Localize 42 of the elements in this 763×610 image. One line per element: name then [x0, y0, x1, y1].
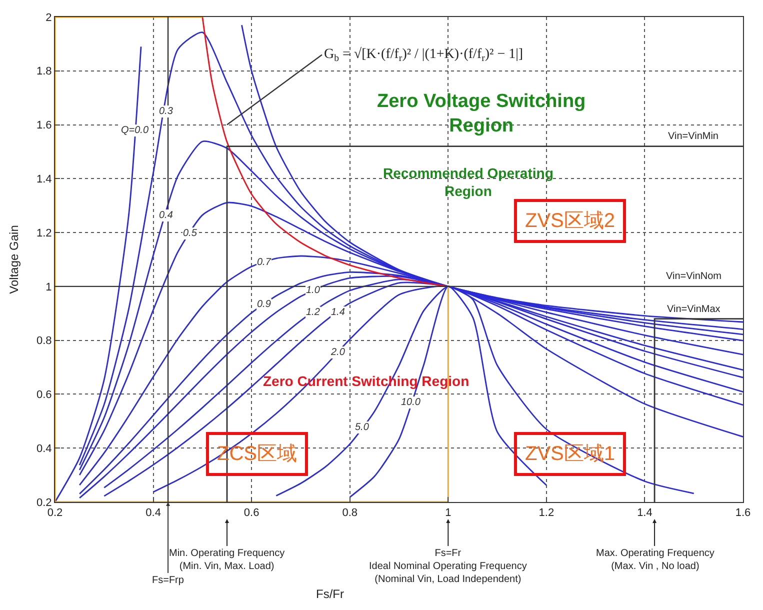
series-label: 1.0 — [306, 285, 320, 296]
x-tick-label: 0.6 — [244, 507, 260, 520]
annotation: Recommended Operating Region — [383, 165, 554, 200]
x-tick-label: 1.4 — [637, 507, 652, 520]
x-tick-label: 0.4 — [146, 507, 161, 520]
series-label: 0.4 — [159, 210, 174, 221]
series-label: 0.7 — [257, 257, 272, 268]
series-label: Q=0.0 — [121, 125, 149, 136]
y-tick-label: 1.8 — [36, 66, 52, 78]
x-tick-label: 1 — [445, 507, 452, 520]
y-tick-label: 1.4 — [36, 174, 52, 186]
annotation: G$_{b}$ = √[K·(f/f$_{r}$)² / |(1+K)·(f/f$_{r}$)² − 1|] — [324, 46, 524, 64]
series-label: 1.4 — [331, 307, 346, 318]
annotation: Vin=VinMax — [667, 304, 720, 315]
x-tick-label: 0.8 — [342, 507, 358, 520]
x-tick-label: 1.6 — [735, 507, 751, 520]
y-tick-label: 2 — [46, 12, 52, 24]
y-tick-label: 0.6 — [36, 389, 52, 402]
series-label: 0.9 — [257, 299, 272, 310]
ref-line-label: Vin=VinNom — [666, 271, 722, 282]
y-tick-label: 0.2 — [36, 496, 52, 509]
x-tick-label: 1.2 — [538, 507, 554, 520]
y-tick-label: 1 — [46, 281, 52, 294]
text: Fs/Fr — [316, 587, 344, 601]
series-label: 2.0 — [330, 347, 346, 358]
annotation: Fs=Fr Ideal Nominal Operating Frequency (Nominal Vin, Load Independent) — [369, 548, 527, 585]
annotation: Vin=VinMin — [668, 131, 718, 142]
y-axis-title: Voltage Gain — [6, 225, 21, 294]
annotation: ZVS区域2 — [525, 210, 616, 232]
ref-line-label: Fs=Frp — [152, 575, 184, 586]
series-label: 1.2 — [306, 307, 320, 318]
y-tick-label: 0.4 — [36, 442, 52, 455]
series-label: 0.5 — [183, 228, 198, 239]
y-tick-label: 1.2 — [36, 227, 52, 240]
annotation: Zero Voltage Switching Region — [377, 91, 586, 137]
series-label: 5.0 — [355, 422, 370, 433]
annotation: Max. Operating Frequency (Max. Vin , No load) — [596, 548, 714, 572]
series-label: 0.3 — [159, 106, 174, 117]
y-tick-label: 1.6 — [36, 120, 52, 132]
series-label: 10.0 — [401, 397, 421, 408]
annotation: Min. Operating Frequency (Min. Vin, Max. Load) — [169, 548, 285, 572]
y-tick-label: 0.8 — [36, 335, 52, 348]
